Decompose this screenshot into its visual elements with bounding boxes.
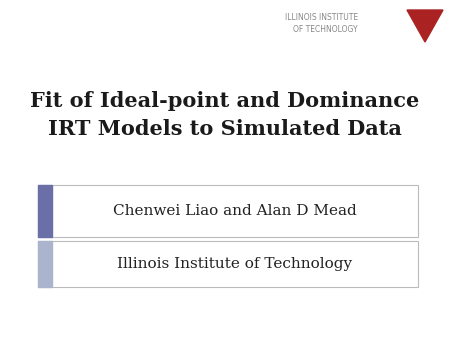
Text: Chenwei Liao and Alan D Mead: Chenwei Liao and Alan D Mead <box>113 204 357 218</box>
Polygon shape <box>407 10 443 42</box>
Bar <box>38 241 418 287</box>
Text: Illinois Institute of Technology: Illinois Institute of Technology <box>117 257 352 271</box>
Text: OF TECHNOLOGY: OF TECHNOLOGY <box>293 25 358 34</box>
Text: ILLINOIS INSTITUTE: ILLINOIS INSTITUTE <box>285 14 358 23</box>
Bar <box>38 241 52 287</box>
Text: Fit of Ideal-point and Dominance
IRT Models to Simulated Data: Fit of Ideal-point and Dominance IRT Mod… <box>31 91 419 139</box>
Bar <box>38 185 418 237</box>
Bar <box>38 185 52 237</box>
